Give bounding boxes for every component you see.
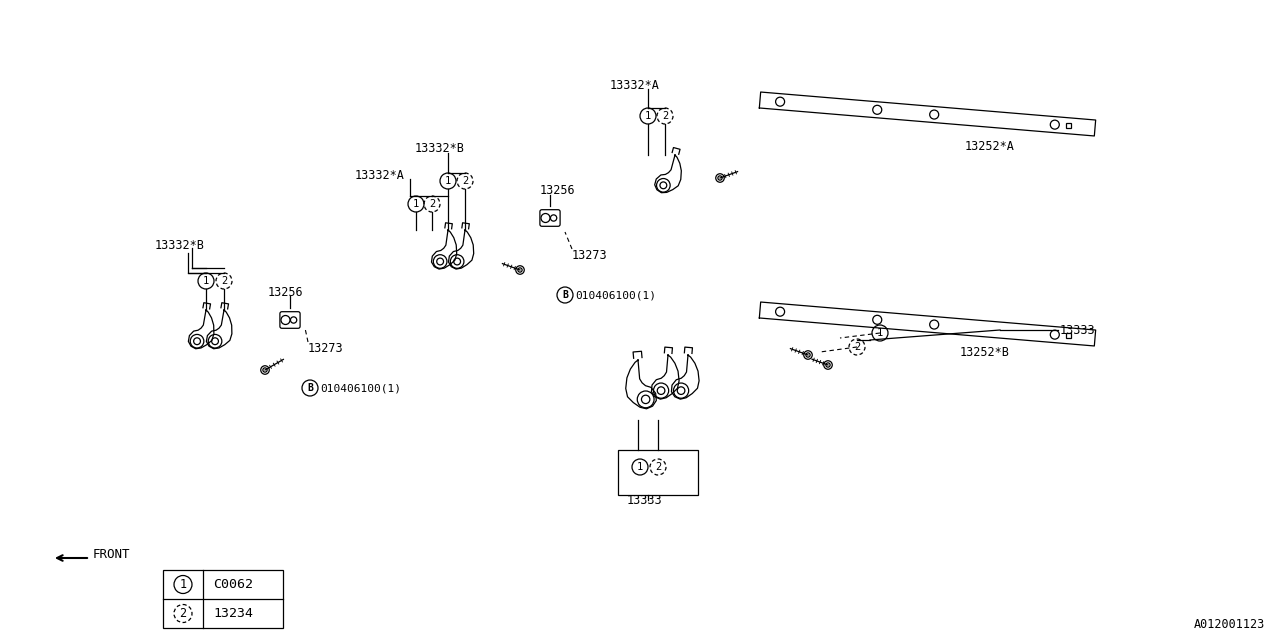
Text: 2: 2 [854,342,860,352]
Text: 1: 1 [413,199,419,209]
Text: 2: 2 [662,111,668,121]
Text: 13234: 13234 [212,607,253,620]
Text: 2: 2 [221,276,227,286]
Text: 13273: 13273 [308,342,343,355]
Text: 2: 2 [655,462,662,472]
Text: FRONT: FRONT [93,547,131,561]
Text: 13332*B: 13332*B [415,141,465,154]
Text: 13252*B: 13252*B [960,346,1010,358]
Text: 2: 2 [429,199,435,209]
Text: C0062: C0062 [212,578,253,591]
Text: 13332*B: 13332*B [155,239,205,252]
Text: 010406100(1): 010406100(1) [320,383,401,393]
Text: 13256: 13256 [540,184,576,196]
Text: 1: 1 [637,462,643,472]
Text: 2: 2 [179,607,187,620]
Text: 13273: 13273 [572,248,608,262]
Bar [163,570,283,628]
Text: 13332*A: 13332*A [355,168,404,182]
Text: 1: 1 [645,111,652,121]
Text: 13252*A: 13252*A [965,140,1015,152]
Text: 1: 1 [445,176,451,186]
Text: B: B [562,290,568,300]
Text: 010406100(1): 010406100(1) [575,290,657,300]
Text: 13332*A: 13332*A [611,79,660,92]
Text: 13333: 13333 [626,493,662,506]
Text: B: B [307,383,312,393]
Text: 2: 2 [462,176,468,186]
Text: 1: 1 [179,578,187,591]
Text: 13256: 13256 [268,285,303,298]
Bar [1066,333,1070,339]
Text: 1: 1 [877,328,883,338]
Text: A012001123: A012001123 [1194,618,1265,632]
Text: 13333: 13333 [1060,323,1096,337]
Bar [618,450,698,495]
Bar [1066,124,1070,128]
Text: 1: 1 [202,276,209,286]
